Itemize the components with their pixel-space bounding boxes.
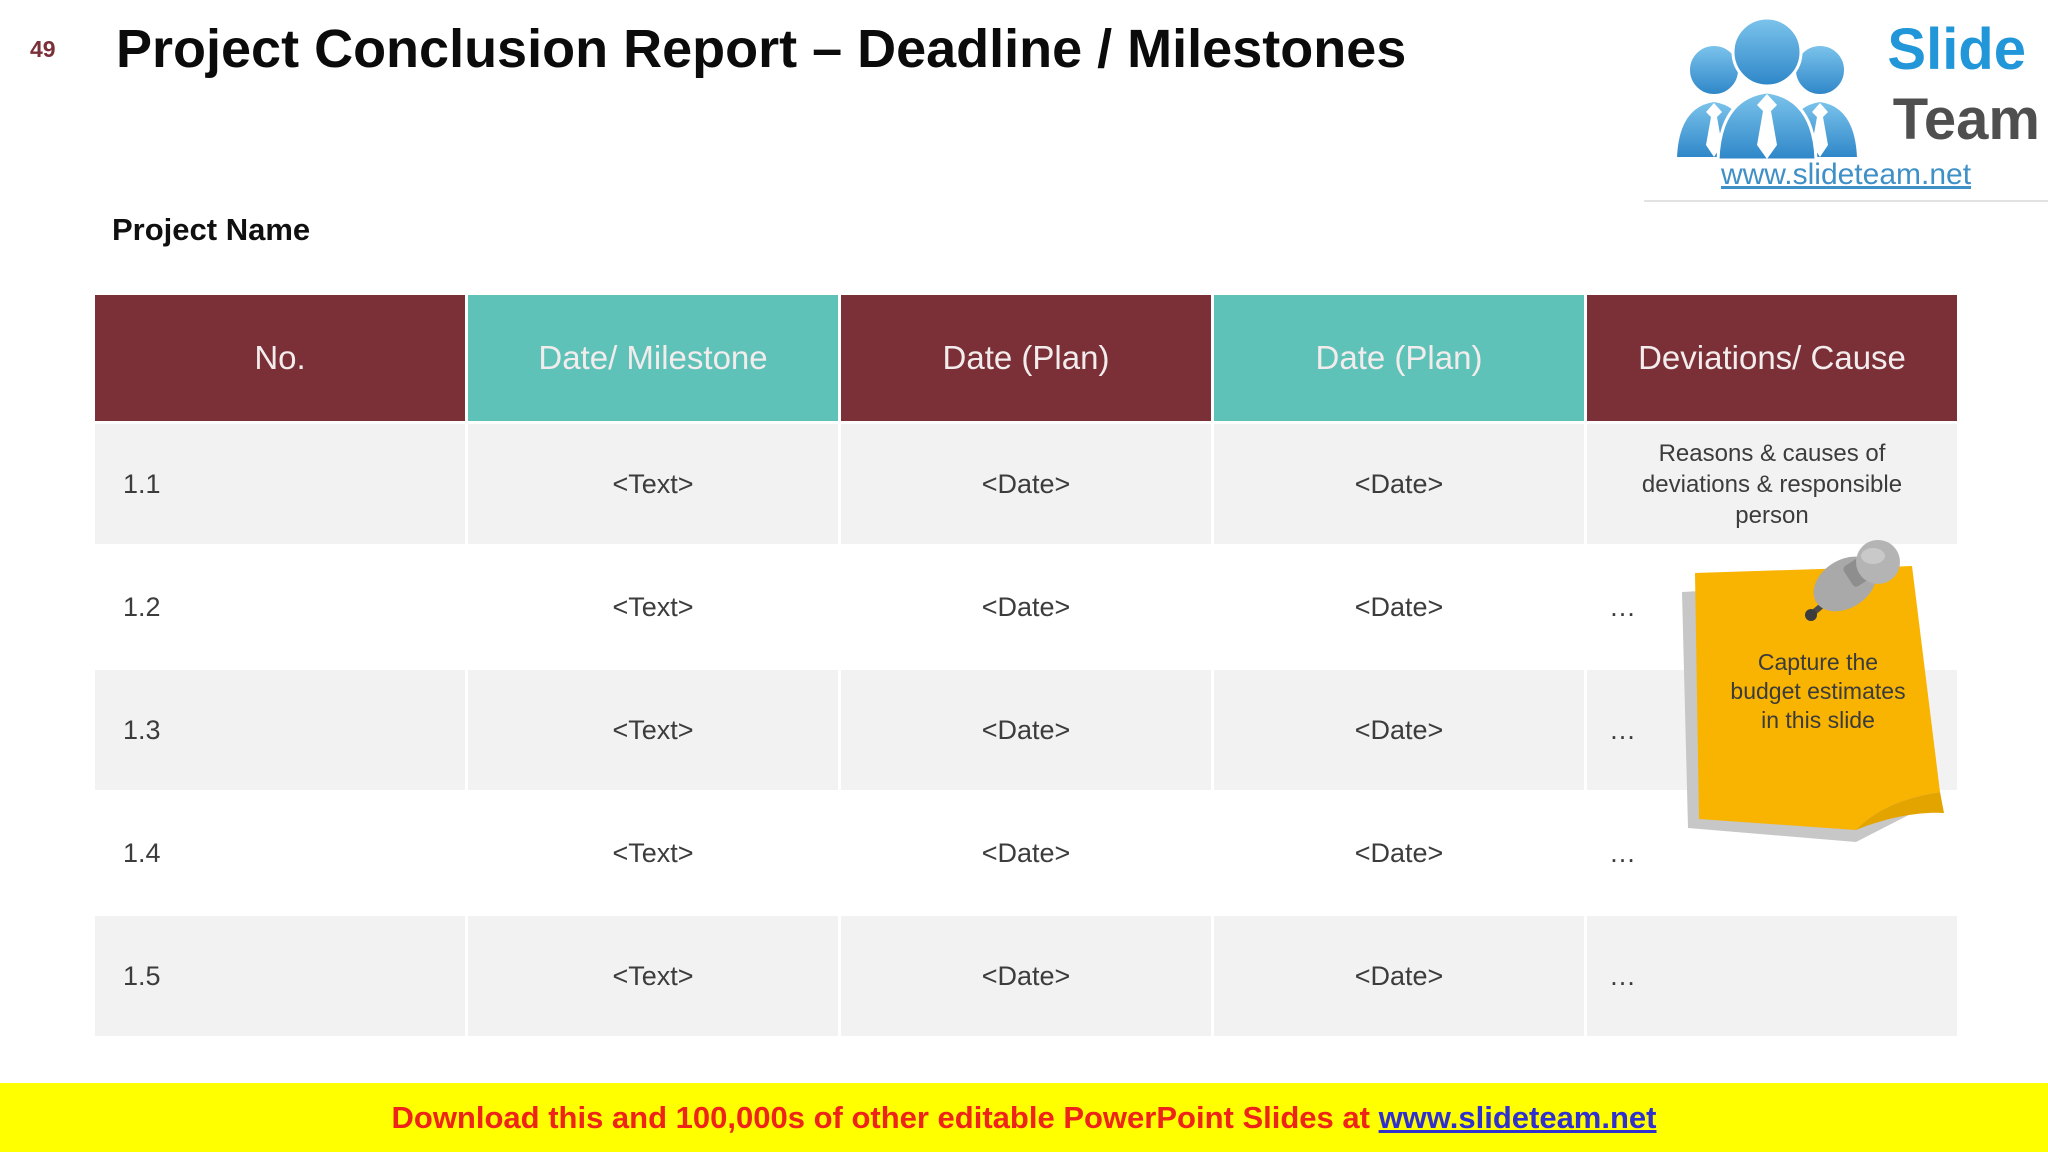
milestone-table: No. Date/ Milestone Date (Plan) Date (Pl…	[95, 295, 1957, 1036]
table-cell: 1.2	[95, 547, 465, 667]
table-cell: <Date>	[841, 547, 1211, 667]
table-cell: <Date>	[1214, 424, 1584, 544]
table-cell: <Date>	[1214, 547, 1584, 667]
footer-link[interactable]: www.slideteam.net	[1378, 1099, 1657, 1135]
table-cell: <Date>	[1214, 670, 1584, 790]
sticky-note	[1682, 540, 1944, 842]
footer-message: Download this and 100,000s of other edit…	[391, 1099, 1379, 1135]
table-cell: …	[1587, 916, 1957, 1036]
table-cell: <Date>	[1214, 916, 1584, 1036]
slideteam-logo[interactable]: Slide Team www.slideteam.net	[1644, 0, 2048, 202]
footer-banner: Download this and 100,000s of other edit…	[0, 1083, 2048, 1152]
table-cell: <Date>	[841, 916, 1211, 1036]
page-number: 49	[30, 36, 56, 62]
logo-url-link[interactable]: www.slideteam.net	[1720, 158, 1972, 191]
slide-title: Project Conclusion Report – Deadline / M…	[116, 19, 1407, 79]
people-icon	[1674, 16, 1860, 162]
table-cell: 1.3	[95, 670, 465, 790]
column-header-date-milestone: Date/ Milestone	[468, 295, 838, 421]
table-cell: <Text>	[468, 670, 838, 790]
pushpin-icon	[1805, 540, 1900, 621]
table-cell: 1.4	[95, 793, 465, 913]
column-header-date-plan-1: Date (Plan)	[841, 295, 1211, 421]
table-cell: <Text>	[468, 793, 838, 913]
column-header-no: No.	[95, 295, 465, 421]
table-cell: <Date>	[841, 670, 1211, 790]
table-cell: <Date>	[1214, 793, 1584, 913]
table-cell: 1.5	[95, 916, 465, 1036]
logo-word-team: Team	[1892, 87, 2040, 152]
table-cell: <Text>	[468, 916, 838, 1036]
table-cell: Reasons & causes of deviations & respons…	[1587, 424, 1957, 544]
table-cell: <Date>	[841, 793, 1211, 913]
column-header-date-plan-2: Date (Plan)	[1214, 295, 1584, 421]
column-header-deviations: Deviations/ Cause	[1587, 295, 1957, 421]
table-cell: <Text>	[468, 547, 838, 667]
project-name-heading: Project Name	[112, 212, 311, 247]
logo-word-slide: Slide	[1887, 17, 2026, 82]
sticky-note-text: Capture the budget estimates in this sli…	[1730, 649, 1906, 733]
table-cell: <Date>	[841, 424, 1211, 544]
table-cell: <Text>	[468, 424, 838, 544]
table-cell: 1.1	[95, 424, 465, 544]
